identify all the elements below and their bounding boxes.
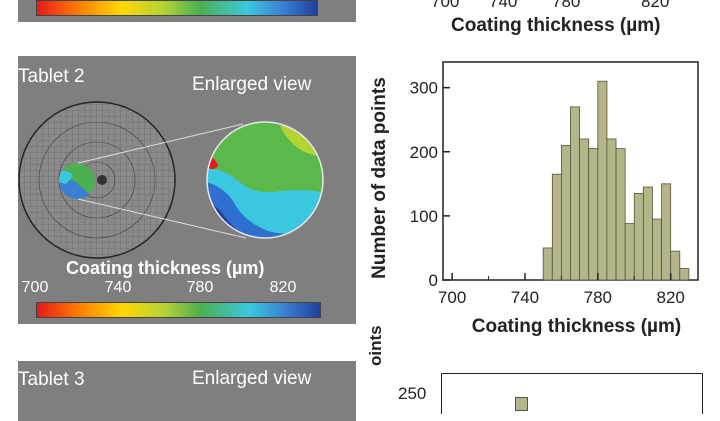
tablet1-panel — [18, 0, 356, 22]
top-axis-tick: 740 — [489, 0, 518, 11]
colorbar-tick: 820 — [269, 279, 297, 296]
colorbar-title: Coating thickness (µm) — [66, 258, 265, 278]
colorbar-tick: 700 — [21, 279, 49, 296]
tablet2-illustration — [18, 101, 324, 259]
histogram-bar — [606, 138, 617, 281]
histogram-bar — [624, 223, 635, 281]
small-measured-area — [59, 163, 95, 199]
histogram-bar — [597, 80, 608, 281]
tablet3-title: Tablet 3 — [18, 369, 85, 390]
tablet3-panel: Tablet 3 Enlarged view — [18, 361, 356, 421]
coating-thickness-histogram: 0 100 200 300 700 740 780 820 Coating thickness … — [369, 61, 699, 337]
histogram-bar — [670, 250, 681, 281]
x-tick-label: 820 — [656, 288, 684, 307]
y-tick-label: 200 — [410, 143, 438, 162]
y-tick-label: 100 — [410, 207, 438, 226]
tablet3-bar-partial — [515, 397, 528, 411]
histogram-bar — [542, 247, 553, 281]
y-axis-label: Number of data points — [369, 77, 390, 279]
top-axis-tick: 700 — [431, 0, 460, 11]
histogram-bar — [652, 218, 662, 281]
colorbar-tick: 780 — [186, 279, 214, 296]
histogram-bar — [588, 148, 599, 281]
tablet3-ytick: 250 — [398, 384, 427, 403]
enlarged-view-label: Enlarged view — [192, 74, 312, 95]
y-tick-label: 0 — [429, 271, 438, 290]
x-tick-label: 740 — [511, 288, 539, 307]
top-x-axis-label: Coating thickness (µm) — [451, 15, 661, 36]
histogram-bar — [579, 138, 590, 281]
colorbar-tick: 740 — [104, 279, 132, 296]
tablet2-title: Tablet 2 — [18, 66, 85, 87]
tablet1-colorbar — [36, 0, 318, 16]
histogram-bar — [615, 148, 626, 281]
histogram-bar — [679, 268, 690, 281]
histogram-bar — [560, 144, 571, 281]
x-axis-label: Coating thickness (µm) — [472, 316, 681, 337]
x-tick-label: 780 — [584, 288, 612, 307]
tablet3-enlarged-label: Enlarged view — [192, 368, 312, 389]
histogram-bar — [570, 106, 581, 281]
tablet3-hist-frame — [441, 373, 703, 414]
histogram-bar — [661, 183, 672, 281]
tablet3-ylabel-fragment: oints — [366, 325, 385, 366]
histogram-bar — [642, 186, 653, 281]
top-axis-tick: 780 — [552, 0, 581, 11]
tablet2-panel: Tablet 2 Enlarged view — [18, 56, 356, 324]
top-axis-tick: 820 — [641, 0, 670, 11]
histogram-bar — [633, 193, 644, 281]
histogram-bar — [551, 173, 562, 281]
tablet2-colorbar — [36, 302, 321, 318]
y-tick-label: 300 — [410, 79, 438, 98]
x-tick-label: 700 — [438, 288, 466, 307]
